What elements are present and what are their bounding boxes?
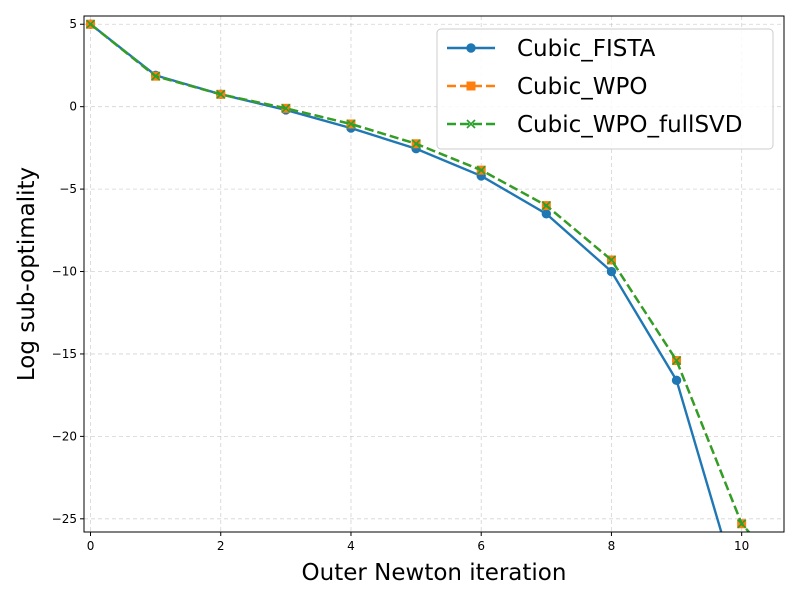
data-point <box>541 201 551 211</box>
x-tick-label: 0 <box>87 539 95 553</box>
legend-marker <box>466 119 476 129</box>
data-point <box>216 89 226 99</box>
x-tick-label: 4 <box>347 539 355 553</box>
y-tick-label: −20 <box>52 429 77 443</box>
x-axis-label: Outer Newton iteration <box>302 560 567 586</box>
data-point <box>85 19 96 29</box>
y-tick-label: −5 <box>59 182 77 196</box>
data-point <box>476 165 486 175</box>
data-point <box>541 209 552 219</box>
data-point <box>671 355 682 366</box>
series-line <box>89 23 751 532</box>
legend-box <box>436 28 774 150</box>
y-tick-label: 5 <box>69 17 77 31</box>
data-point <box>606 266 617 277</box>
data-point <box>411 139 421 149</box>
y-axis-ticks: 5 0 −5 −10 −15 −20 −25 <box>52 17 84 526</box>
x-tick-label: 2 <box>217 539 225 553</box>
legend-marker <box>466 43 476 53</box>
legend-entry: Cubic_FISTA <box>447 36 656 62</box>
legend-entry: Cubic_WPO_fullSVD <box>447 112 743 138</box>
plot-frame <box>83 15 785 533</box>
x-tick-label: 10 <box>734 539 749 553</box>
legend-label: Cubic_WPO_fullSVD <box>517 112 743 138</box>
legend-marker <box>466 81 476 91</box>
x-axis-ticks: 0 2 4 6 8 10 <box>87 532 749 553</box>
series-Cubic_WPO_fullSVD <box>85 19 785 572</box>
series-layer <box>85 19 785 572</box>
data-point <box>671 375 682 386</box>
data-point <box>737 519 747 529</box>
x-tick-label: 6 <box>477 539 485 553</box>
legend: Cubic_FISTA Cubic_WPO Cubic_WPO_fullSVD <box>436 28 774 150</box>
y-tick-label: −10 <box>52 265 77 279</box>
legend-entry: Cubic_WPO <box>447 74 648 100</box>
data-point <box>777 564 785 572</box>
y-tick-label: −15 <box>52 347 77 361</box>
y-axis-label: Log sub-optimality <box>14 167 40 381</box>
data-point <box>346 119 356 129</box>
data-point <box>606 255 617 265</box>
legend-label: Cubic_FISTA <box>517 36 656 62</box>
legend-label: Cubic_WPO <box>517 74 648 100</box>
x-tick-label: 8 <box>608 539 616 553</box>
data-point <box>151 71 161 81</box>
y-tick-label: −25 <box>52 512 77 526</box>
data-point <box>281 103 291 113</box>
y-tick-label: 0 <box>69 100 77 114</box>
